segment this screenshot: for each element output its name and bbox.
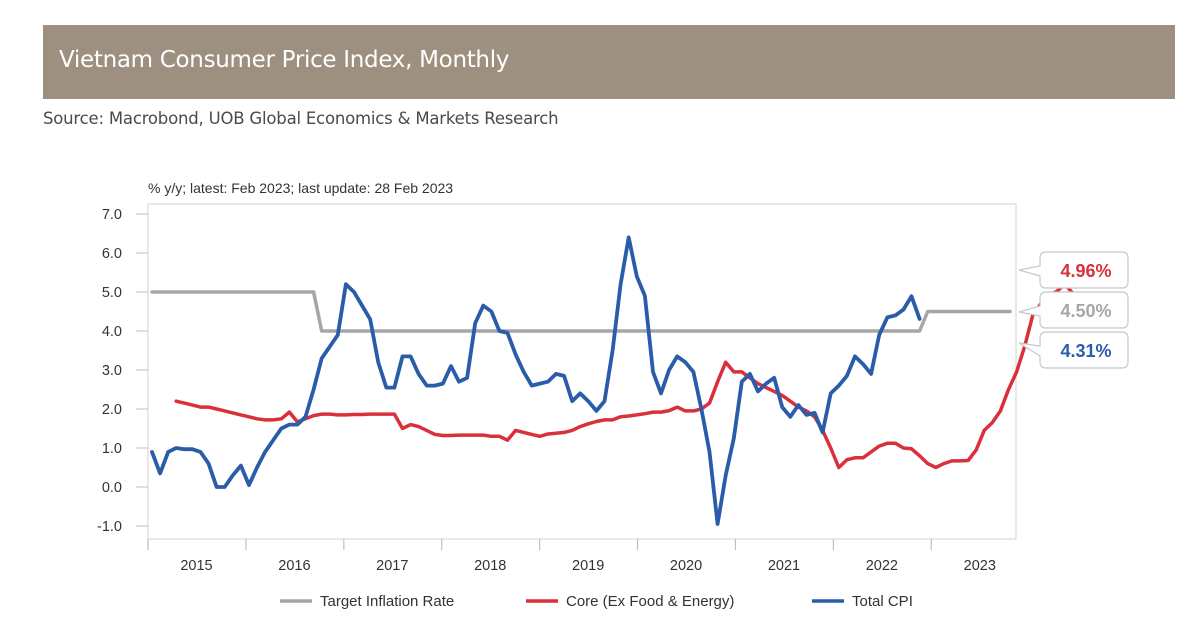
callout-value-core: 4.96% bbox=[1060, 261, 1111, 281]
y-tick-label: 1.0 bbox=[102, 441, 122, 457]
x-tick-label: 2020 bbox=[670, 558, 702, 574]
x-axis: 2015 2016 2017 2018 2019 2020 2021 2022 2023 bbox=[147, 539, 996, 574]
callout-value-total: 4.31% bbox=[1060, 341, 1111, 361]
legend-label-total: Total CPI bbox=[852, 593, 913, 610]
chart-unit-note: % y/y; latest: Feb 2023; last update: 28… bbox=[148, 180, 453, 196]
legend-label-core: Core (Ex Food & Energy) bbox=[566, 593, 734, 610]
y-tick-label: 7.0 bbox=[102, 207, 122, 223]
source-note: Source: Macrobond, UOB Global Economics … bbox=[43, 109, 559, 128]
legend-item-total: Total CPI bbox=[812, 593, 913, 610]
callout-bubble bbox=[1018, 291, 1129, 329]
y-tick-label: 6.0 bbox=[102, 246, 122, 262]
x-tick-label: 2015 bbox=[180, 558, 212, 574]
series-line-total bbox=[150, 235, 922, 526]
callout-bubble bbox=[1018, 251, 1129, 289]
x-tick-label: 2019 bbox=[572, 558, 604, 574]
y-tick-label: 2.0 bbox=[102, 402, 122, 418]
callout-total: 4.31% bbox=[1018, 331, 1129, 369]
y-tick-label: -1.0 bbox=[97, 519, 122, 535]
title-banner: Vietnam Consumer Price Index, Monthly bbox=[43, 25, 1175, 99]
y-tick-label: 0.0 bbox=[102, 480, 122, 496]
x-tick-label: 2018 bbox=[474, 558, 506, 574]
chart-title: Vietnam Consumer Price Index, Monthly bbox=[59, 47, 510, 73]
callout-bubble bbox=[1018, 331, 1129, 369]
y-tick-label: 3.0 bbox=[102, 363, 122, 379]
series-line-core bbox=[174, 282, 1075, 470]
x-tick-label: 2021 bbox=[768, 558, 800, 574]
y-tick-label: 5.0 bbox=[102, 285, 122, 301]
latest-value-callouts: 4.96% 4.50% 4.31% bbox=[1018, 251, 1129, 369]
legend-item-target: Target Inflation Rate bbox=[280, 593, 454, 610]
series-lines bbox=[150, 235, 1075, 526]
x-tick-label: 2016 bbox=[278, 558, 310, 574]
callout-target: 4.50% bbox=[1018, 291, 1129, 329]
plot-frame bbox=[147, 203, 1017, 540]
x-tick-label: 2023 bbox=[964, 558, 996, 574]
callout-value-target: 4.50% bbox=[1060, 301, 1111, 321]
legend: Target Inflation Rate Core (Ex Food & Ene… bbox=[280, 593, 913, 610]
y-tick-label: 4.0 bbox=[102, 324, 122, 340]
callout-core: 4.96% bbox=[1018, 251, 1129, 289]
x-tick-label: 2022 bbox=[866, 558, 898, 574]
y-axis: 7.0 6.0 5.0 4.0 3.0 2.0 1.0 0.0 -1.0 bbox=[97, 207, 148, 535]
series-line-target bbox=[150, 290, 1012, 333]
legend-item-core: Core (Ex Food & Energy) bbox=[526, 593, 734, 610]
x-tick-label: 2017 bbox=[376, 558, 408, 574]
legend-label-target: Target Inflation Rate bbox=[320, 593, 454, 610]
